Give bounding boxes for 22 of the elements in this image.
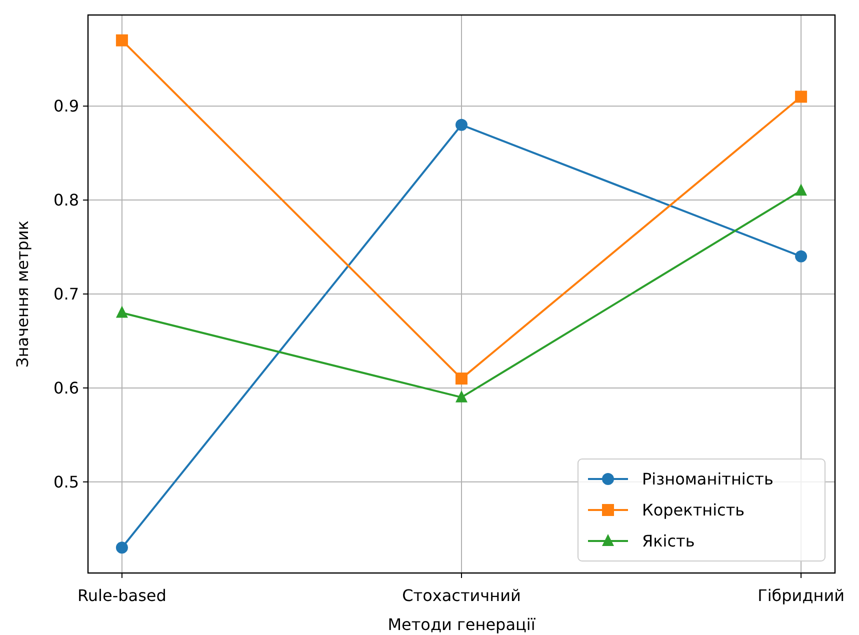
legend-label: Якість	[642, 532, 695, 551]
point	[456, 390, 468, 402]
point	[456, 372, 468, 385]
point	[795, 250, 808, 262]
x-axis-title: Методи генерації	[388, 615, 536, 634]
y-tick-label: 0.6	[54, 378, 79, 398]
legend-label: Коректність	[642, 500, 745, 520]
x-tick-label: Rule-based	[78, 586, 166, 605]
point	[116, 306, 128, 318]
point	[116, 542, 128, 554]
point	[116, 34, 128, 46]
x-tick-label: Стохастичний	[402, 586, 521, 605]
y-tick-label: 0.5	[54, 472, 79, 492]
point	[795, 184, 808, 196]
y-tick-label: 0.8	[54, 190, 79, 210]
point	[795, 90, 808, 103]
y-tick-label: 0.9	[54, 96, 79, 116]
point	[456, 118, 468, 131]
y-axis-title: Значення метрик	[13, 220, 32, 368]
y-tick-label: 0.7	[54, 284, 79, 304]
x-tick-label: Гібридний	[758, 586, 845, 605]
legend-label: Різноманітність	[642, 470, 774, 489]
